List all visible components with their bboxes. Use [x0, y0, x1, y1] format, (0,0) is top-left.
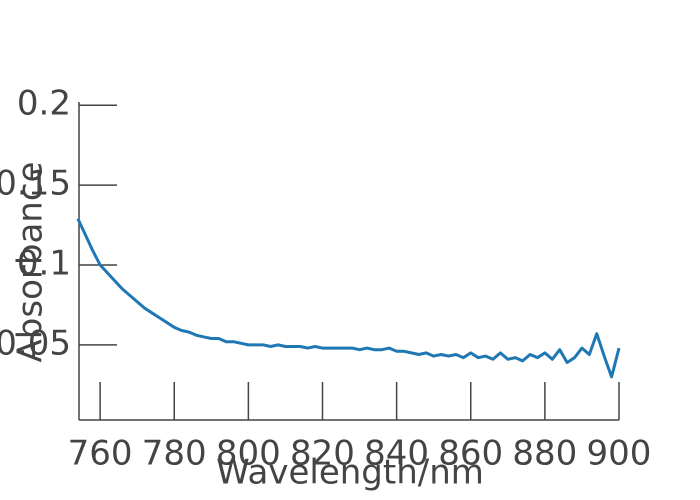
x-tick-label: 900: [587, 434, 652, 474]
x-tick-label: 800: [216, 434, 281, 474]
y-tick-label: 0.05: [0, 323, 71, 363]
x-tick-label: 840: [364, 434, 429, 474]
y-axis-title: Absorbance: [11, 162, 51, 363]
y-tick-label: 0.1: [17, 243, 71, 283]
x-tick-label: 880: [512, 434, 577, 474]
y-tick-label: 0.2: [17, 84, 71, 124]
y-tick-label: 0.15: [0, 164, 71, 204]
x-tick-label: 860: [438, 434, 503, 474]
x-tick-label: 780: [142, 434, 207, 474]
x-axis-title: Wavelength/nm: [216, 453, 484, 493]
x-tick-label: 760: [68, 434, 133, 474]
data-line: [76, 218, 621, 379]
x-tick-label: 820: [290, 434, 355, 474]
